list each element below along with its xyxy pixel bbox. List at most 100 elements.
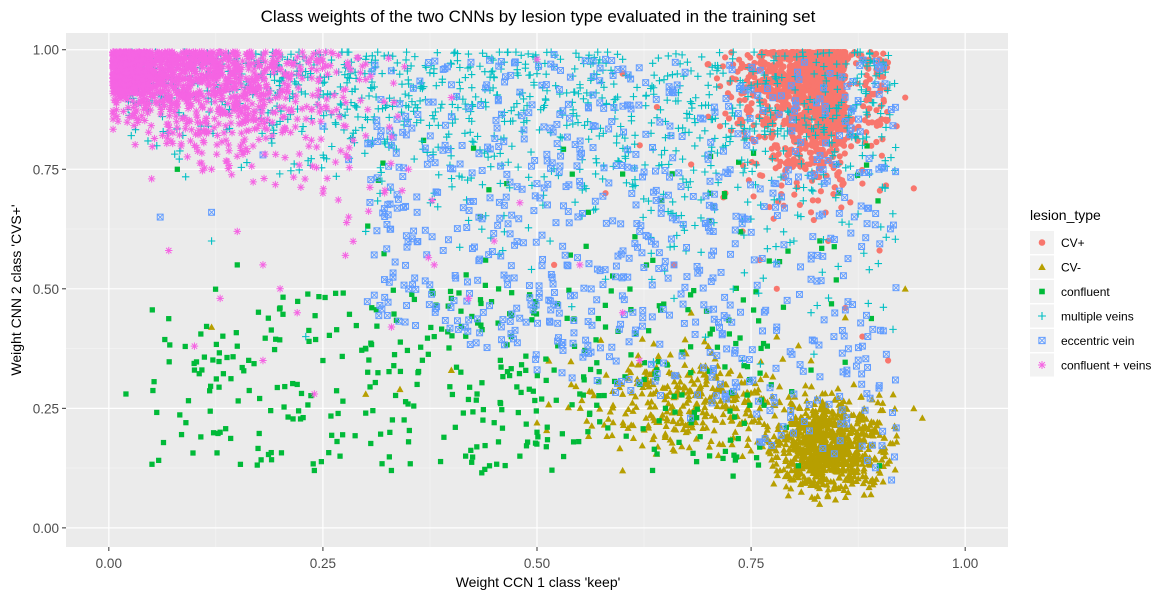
data-point xyxy=(862,81,869,89)
data-point xyxy=(401,417,407,423)
data-point xyxy=(755,462,762,468)
data-point xyxy=(757,375,765,383)
data-point xyxy=(780,446,788,453)
data-point xyxy=(596,393,602,399)
data-point xyxy=(713,75,721,82)
data-point xyxy=(847,440,855,447)
data-point xyxy=(213,341,219,348)
data-point xyxy=(816,109,823,117)
data-point xyxy=(458,308,464,314)
data-point xyxy=(844,488,852,496)
data-point xyxy=(478,322,484,328)
data-point xyxy=(806,422,814,429)
data-point xyxy=(768,456,776,463)
data-point xyxy=(837,482,845,490)
data-point xyxy=(216,358,222,365)
data-point xyxy=(368,340,374,346)
data-point xyxy=(265,315,271,321)
data-point xyxy=(523,421,529,427)
data-point xyxy=(802,145,809,152)
data-point xyxy=(374,323,380,329)
data-point xyxy=(590,391,598,399)
data-point xyxy=(207,383,214,389)
data-point xyxy=(228,376,234,382)
data-point xyxy=(715,440,723,447)
data-point xyxy=(791,455,799,462)
data-point xyxy=(654,451,660,457)
data-point xyxy=(693,400,701,407)
data-point xyxy=(439,326,445,332)
data-point xyxy=(727,127,735,134)
data-point xyxy=(778,49,785,56)
data-point xyxy=(691,287,697,294)
data-point xyxy=(305,291,311,297)
data-point xyxy=(768,134,775,141)
data-point xyxy=(832,414,840,421)
data-point xyxy=(794,341,802,349)
data-point xyxy=(193,359,200,365)
data-point xyxy=(693,459,700,465)
data-point xyxy=(796,201,803,209)
data-point xyxy=(863,129,870,136)
data-point xyxy=(277,305,283,311)
data-point xyxy=(778,182,785,189)
data-point xyxy=(201,354,208,360)
data-point xyxy=(177,412,183,418)
data-point xyxy=(839,181,846,189)
data-point xyxy=(585,387,593,394)
data-point xyxy=(763,426,771,433)
data-point xyxy=(414,381,420,388)
data-point xyxy=(768,117,776,124)
data-point xyxy=(823,172,830,179)
data-point xyxy=(213,376,219,382)
data-point xyxy=(731,428,739,435)
data-point xyxy=(773,142,780,149)
data-point xyxy=(551,367,557,373)
data-point xyxy=(875,466,883,474)
data-point xyxy=(811,65,818,73)
data-point xyxy=(775,382,784,390)
data-point xyxy=(322,294,328,301)
data-point xyxy=(425,351,431,357)
data-point xyxy=(688,370,694,376)
data-point xyxy=(750,307,757,313)
data-point xyxy=(759,76,766,83)
data-point xyxy=(312,313,318,319)
data-point xyxy=(725,115,733,122)
data-point xyxy=(685,307,691,313)
data-point xyxy=(868,142,875,149)
data-point xyxy=(717,83,724,90)
data-point xyxy=(515,409,521,416)
data-point xyxy=(198,331,204,337)
data-point xyxy=(664,399,673,407)
data-point xyxy=(873,119,880,126)
data-point xyxy=(653,104,660,111)
data-point xyxy=(627,286,633,292)
data-point xyxy=(827,64,834,71)
data-point xyxy=(757,370,763,376)
data-point xyxy=(352,433,358,439)
data-point xyxy=(419,357,426,363)
data-point xyxy=(753,455,760,461)
data-point xyxy=(889,390,897,398)
data-point xyxy=(769,462,777,469)
data-point xyxy=(880,96,887,103)
data-point xyxy=(428,324,434,331)
data-point xyxy=(651,403,659,410)
data-point xyxy=(458,369,464,375)
data-point xyxy=(404,347,411,354)
data-point xyxy=(380,160,386,166)
data-point xyxy=(814,197,822,204)
data-point xyxy=(586,411,593,418)
data-point xyxy=(523,353,529,359)
data-point xyxy=(785,393,793,400)
data-point xyxy=(199,367,205,373)
data-point xyxy=(833,277,839,283)
data-point xyxy=(669,417,677,424)
data-point xyxy=(789,476,798,483)
data-point xyxy=(714,344,721,350)
data-point xyxy=(719,410,727,418)
data-point xyxy=(808,367,814,373)
data-point xyxy=(707,331,713,337)
